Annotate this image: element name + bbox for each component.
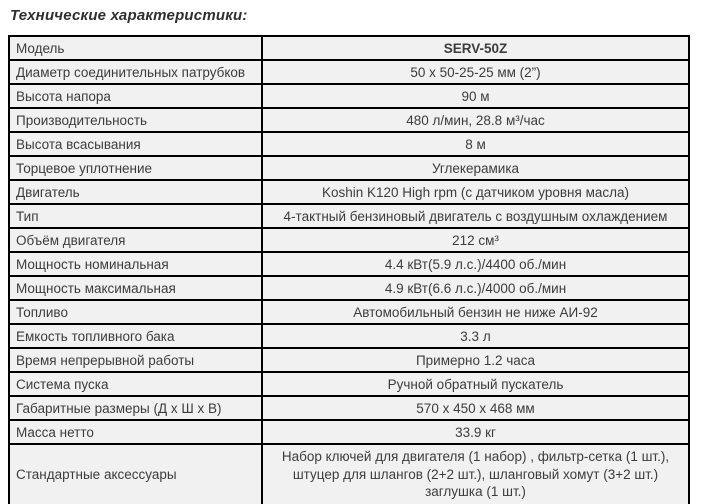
spec-value: 90 м (261, 83, 690, 109)
table-row-max-power: Мощность максимальная 4.9 кВт(6.6 л.с.)/… (8, 275, 690, 301)
spec-value: Примерно 1.2 часа (261, 347, 690, 373)
spec-label: Емкость топливного бака (8, 323, 263, 349)
table-row-seal: Торцевое уплотнение Углекерамика (8, 155, 690, 181)
spec-sheet-page: Технические характеристики: Модель SERV-… (0, 7, 703, 504)
spec-value: Набор ключей для двигателя (1 набор) , ф… (261, 443, 690, 504)
spec-value: Углекерамика (261, 155, 690, 181)
page-title: Технические характеристики: (10, 7, 248, 24)
table-row-engine-type: Тип 4-тактный бензиновый двигатель с воз… (8, 203, 690, 229)
spec-value: 212 см³ (261, 227, 690, 253)
table-row-run-time: Время непрерывной работы Примерно 1.2 ча… (8, 347, 690, 373)
table-row-suction-height: Высота всасывания 8 м (8, 131, 690, 157)
spec-label: Масса нетто (8, 419, 263, 445)
table-row-capacity: Производительность 480 л/мин, 28.8 м³/ча… (8, 107, 690, 133)
spec-value: Автомобильный бензин не ниже АИ-92 (261, 299, 690, 325)
spec-label: Топливо (8, 299, 263, 325)
spec-value: SERV-50Z (261, 35, 690, 61)
table-row-start-system: Система пуска Ручной обратный пускатель (8, 371, 690, 397)
spec-value: 8 м (261, 131, 690, 157)
table-row-tank-capacity: Емкость топливного бака 3.3 л (8, 323, 690, 349)
spec-label: Модель (8, 35, 263, 61)
spec-value: Koshin K120 High rpm (с датчиком уровня … (261, 179, 690, 205)
table-row-pipe-diameter: Диаметр соединительных патрубков 50 х 50… (8, 59, 690, 85)
spec-value: 4.9 кВт(6.6 л.с.)/4000 об./мин (261, 275, 690, 301)
spec-label: Торцевое уплотнение (8, 155, 263, 181)
specs-table: Модель SERV-50Z Диаметр соединительных п… (8, 35, 690, 504)
spec-label: Высота напора (8, 83, 263, 109)
spec-label: Стандартные аксессуары (8, 443, 263, 504)
spec-value: 4-тактный бензиновый двигатель с воздушн… (261, 203, 690, 229)
spec-value: 3.3 л (261, 323, 690, 349)
table-row-head-height: Высота напора 90 м (8, 83, 690, 109)
spec-label: Система пуска (8, 371, 263, 397)
table-row-dimensions: Габаритные размеры (Д х Ш х В) 570 х 450… (8, 395, 690, 421)
table-row-displacement: Объём двигателя 212 см³ (8, 227, 690, 253)
spec-label: Мощность максимальная (8, 275, 263, 301)
spec-label: Габаритные размеры (Д х Ш х В) (8, 395, 263, 421)
table-row-engine: Двигатель Koshin K120 High rpm (с датчик… (8, 179, 690, 205)
spec-value: 4.4 кВт(5.9 л.с.)/4400 об./мин (261, 251, 690, 277)
spec-label: Тип (8, 203, 263, 229)
table-row-net-weight: Масса нетто 33.9 кг (8, 419, 690, 445)
spec-label: Мощность номинальная (8, 251, 263, 277)
spec-label: Двигатель (8, 179, 263, 205)
table-row-accessories: Стандартные аксессуары Набор ключей для … (8, 443, 690, 504)
spec-value: 480 л/мин, 28.8 м³/час (261, 107, 690, 133)
table-row-model: Модель SERV-50Z (8, 35, 690, 61)
spec-label: Диаметр соединительных патрубков (8, 59, 263, 85)
table-row-fuel: Топливо Автомобильный бензин не ниже АИ-… (8, 299, 690, 325)
spec-value: 33.9 кг (261, 419, 690, 445)
spec-value: 570 х 450 х 468 мм (261, 395, 690, 421)
spec-label: Объём двигателя (8, 227, 263, 253)
table-row-nominal-power: Мощность номинальная 4.4 кВт(5.9 л.с.)/4… (8, 251, 690, 277)
spec-value: 50 х 50-25-25 мм (2”) (261, 59, 690, 85)
spec-label: Высота всасывания (8, 131, 263, 157)
spec-value: Ручной обратный пускатель (261, 371, 690, 397)
spec-label: Производительность (8, 107, 263, 133)
spec-label: Время непрерывной работы (8, 347, 263, 373)
